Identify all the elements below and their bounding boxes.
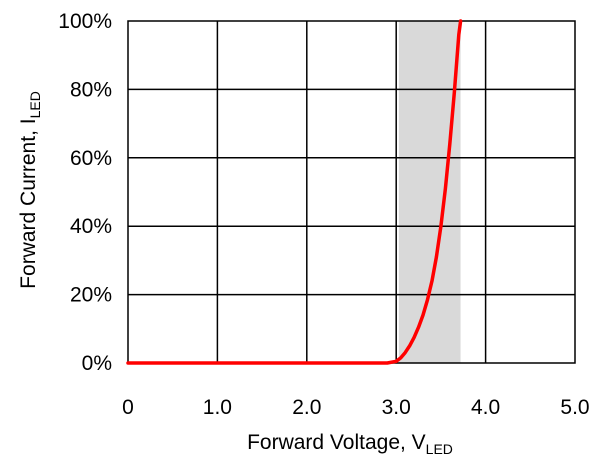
shaded-region: [398, 21, 461, 363]
y-tick-label: 20%: [70, 284, 112, 307]
plot-frame: [127, 20, 576, 364]
y-axis-title-subscript: LED: [27, 91, 43, 118]
x-tick-label: 1.0: [203, 396, 232, 419]
x-tick-label: 3.0: [382, 396, 411, 419]
x-axis-title: Forward Voltage, VLED: [247, 431, 453, 457]
x-tick-label: 2.0: [292, 396, 321, 419]
x-tick-label: 5.0: [560, 396, 589, 419]
x-tick-label: 0: [122, 396, 134, 419]
series-line: [126, 19, 463, 365]
y-axis-title-main: Forward Current, I: [17, 118, 40, 288]
y-tick-label: 100%: [58, 10, 112, 33]
y-tick-label: 40%: [70, 215, 112, 238]
x-tick-label: 4.0: [471, 396, 500, 419]
x-axis-title-main: Forward Voltage, V: [247, 431, 426, 454]
x-axis-title-subscript: LED: [426, 441, 453, 457]
y-axis-title: Forward Current, ILED: [17, 91, 43, 289]
y-tick-label: 0%: [82, 352, 112, 375]
y-tick-label: 60%: [70, 147, 112, 170]
y-tick-label: 80%: [70, 78, 112, 101]
